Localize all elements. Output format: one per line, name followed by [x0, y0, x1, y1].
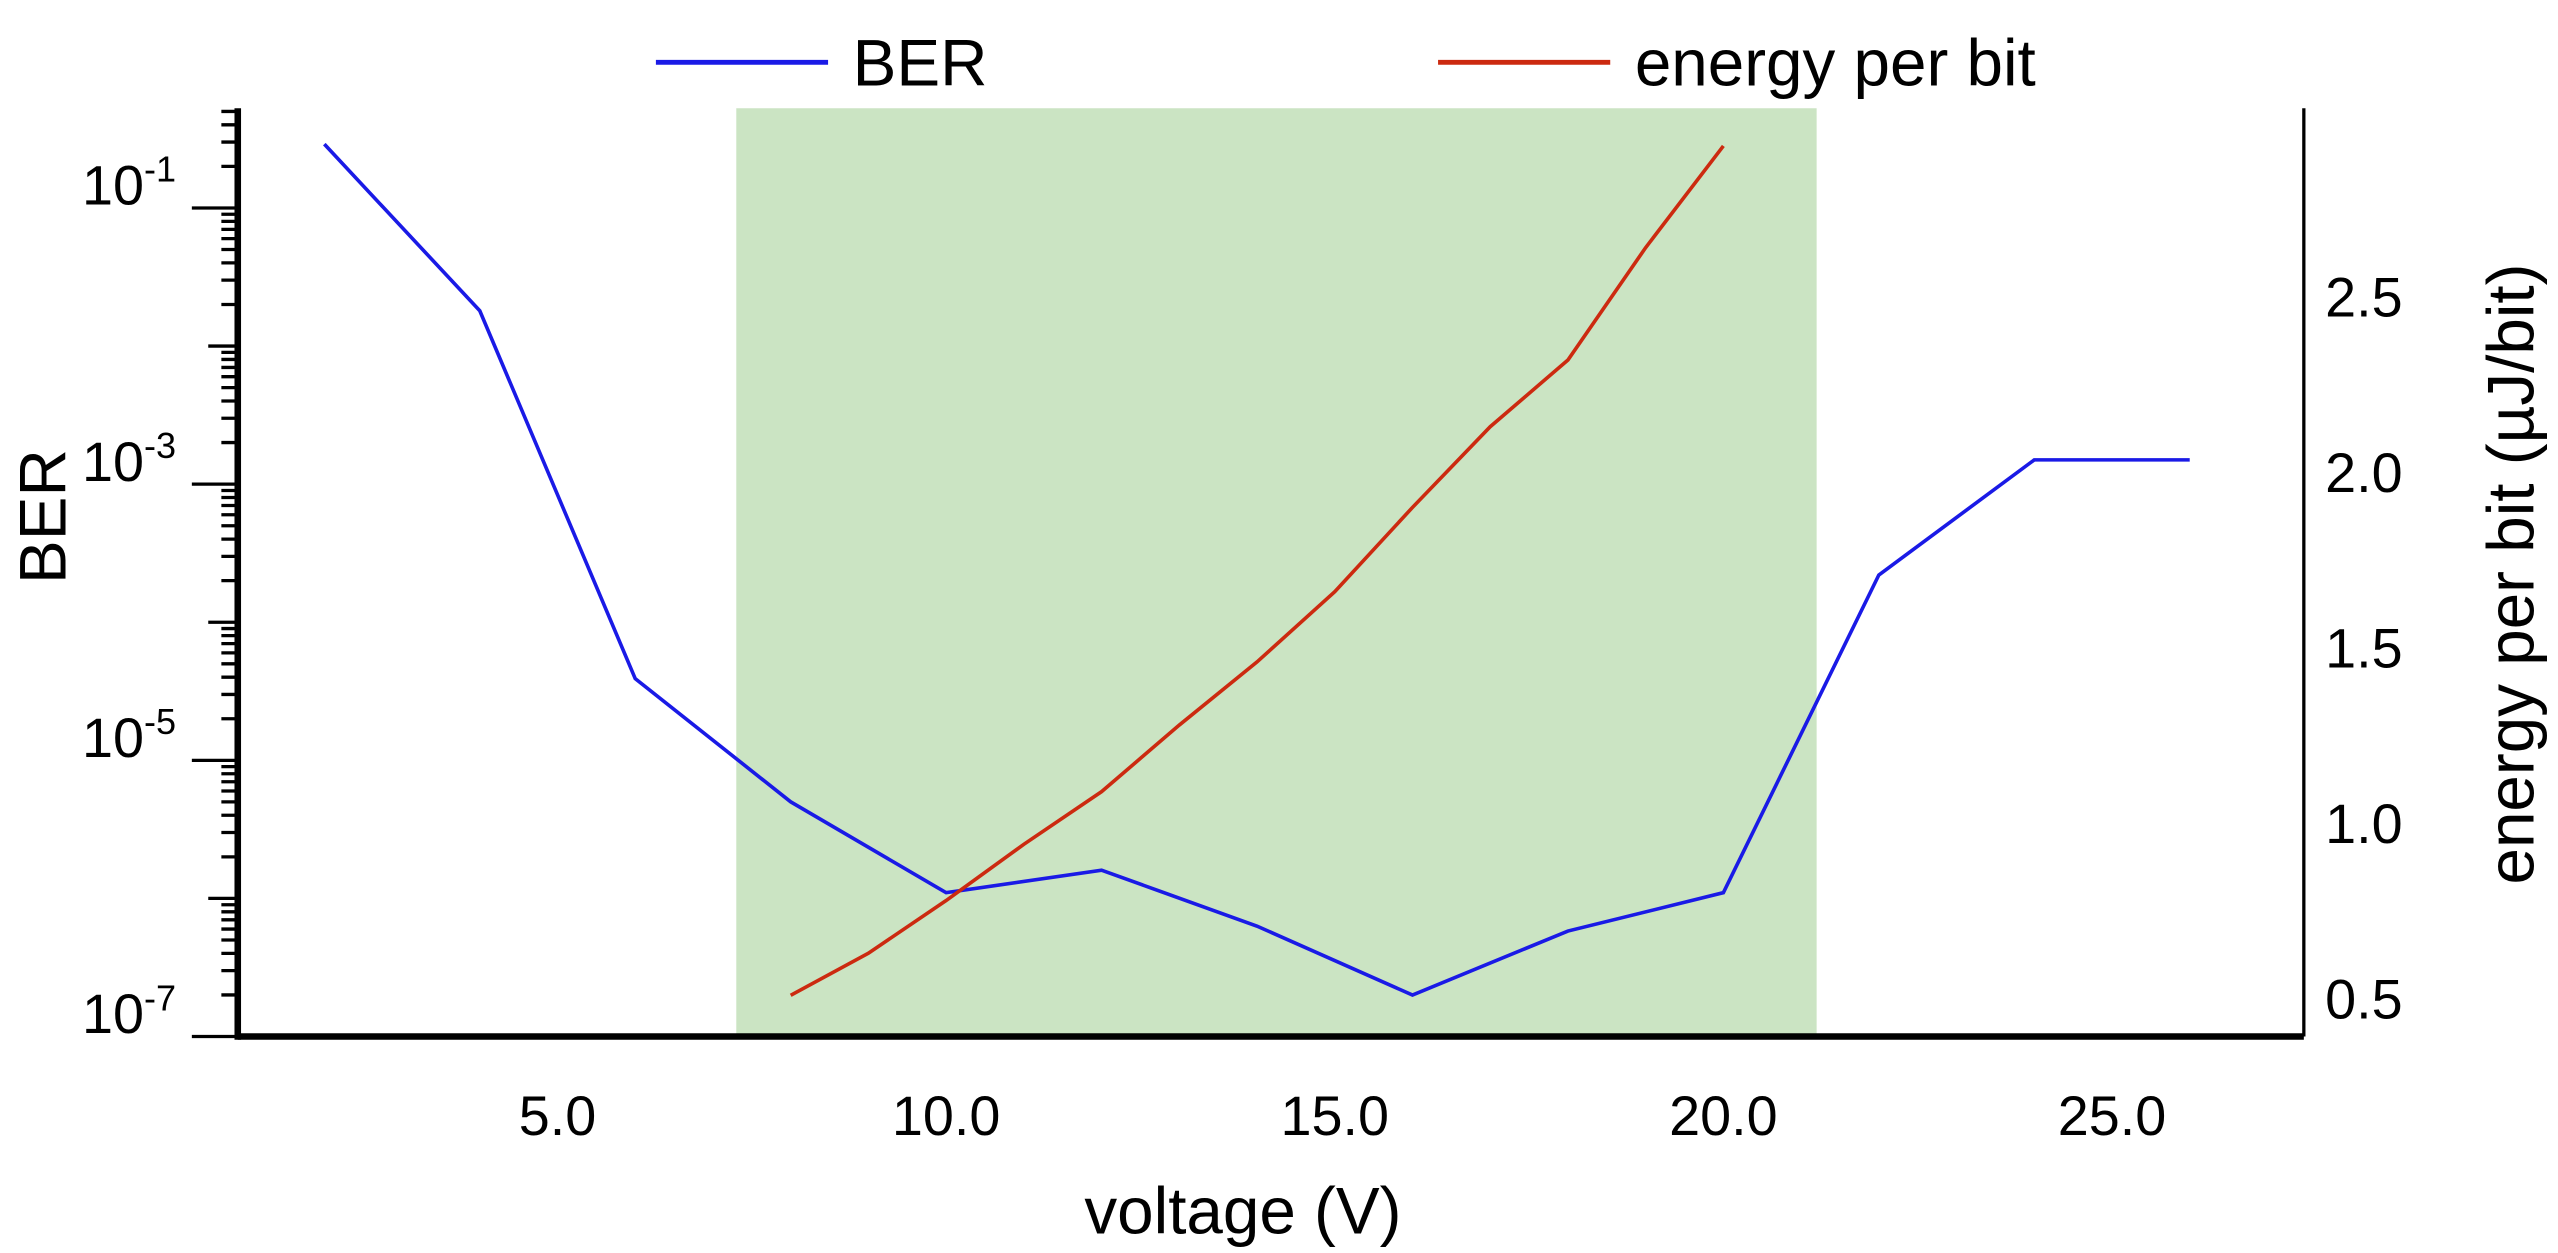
shaded-region: [736, 108, 1817, 1037]
x-tick-label: 15.0: [1280, 1085, 1389, 1147]
series-line-energy-per-bit: [789, 144, 1725, 997]
y2-tick-label: 0.5: [2325, 968, 2403, 1030]
x-axis-label: voltage (V): [1084, 1174, 1401, 1247]
legend: BER energy per bit: [655, 26, 2036, 99]
y2-tick-label: 2.5: [2325, 267, 2403, 329]
y-tick-label: 10-7: [82, 977, 176, 1045]
y2-tick-label: 1.0: [2325, 793, 2403, 855]
y-tick-label: 10-3: [82, 425, 176, 493]
y2-tick-label: 2.0: [2325, 442, 2403, 504]
legend-label: BER: [853, 26, 988, 99]
legend-label: energy per bit: [1635, 26, 2036, 99]
y2-axis-label: energy per bit (µJ/bit): [2474, 264, 2547, 885]
y-tick-label: 10-1: [82, 149, 176, 217]
y2-tick-label: 1.5: [2325, 617, 2403, 679]
y-tick-label: 10-5: [82, 701, 176, 769]
x-tick-label: 10.0: [892, 1085, 1001, 1147]
y-axis-label: BER: [7, 449, 80, 584]
x-tick-label: 20.0: [1669, 1085, 1778, 1147]
x-tick-label: 5.0: [519, 1085, 597, 1147]
x-tick-label: 25.0: [2058, 1085, 2167, 1147]
